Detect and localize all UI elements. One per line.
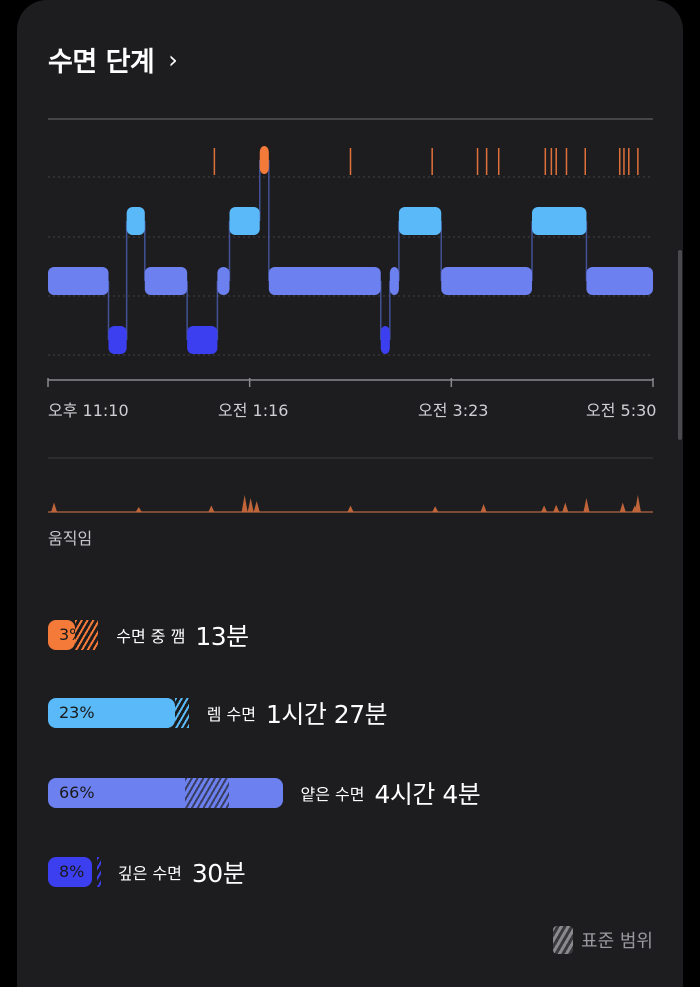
movement-spike (432, 506, 439, 512)
stage-percentage-label: 8% (59, 862, 85, 881)
movement-spike (619, 502, 626, 512)
hatch-swatch-icon (553, 926, 574, 954)
sleep-stage-block (441, 267, 532, 295)
stage-duration-label: 얕은 수면 4시간 4분 (300, 778, 481, 809)
stage-name: 얕은 수면 (300, 785, 365, 804)
stage-duration: 4시간 4분 (374, 780, 481, 809)
standard-range-hatch (96, 857, 101, 887)
stage-duration: 30분 (191, 859, 246, 888)
stage-percentage-label: 23% (59, 703, 95, 722)
x-tick-label: 오전 5:30 (586, 401, 657, 420)
stage-name: 수면 중 깸 (116, 627, 186, 646)
sleep-stage-block (398, 207, 442, 235)
stage-duration-label: 수면 중 깸 13분 (116, 620, 249, 651)
movement-label: 움직임 (48, 529, 93, 548)
stage-percentage-label: 66% (59, 783, 95, 802)
stage-percentage-bar: 23% (48, 698, 176, 728)
sleep-stage-block (380, 326, 390, 354)
movement-spike (135, 507, 142, 512)
x-tick-label: 오후 11:10 (48, 401, 129, 420)
movement-spike (253, 501, 260, 512)
stage-duration: 1시간 27분 (265, 700, 388, 729)
standard-range-hatch (74, 620, 99, 650)
movement-spike (51, 502, 58, 512)
movement-spike (347, 505, 354, 512)
stage-percentage-bar: 3% (48, 620, 84, 650)
chevron-right-icon: › (168, 45, 178, 74)
sleep-stage-block (48, 267, 109, 295)
standard-range-legend: 표준 범위 (553, 926, 653, 954)
sleep-stage-block (268, 267, 381, 295)
standard-range-hatch (175, 698, 189, 728)
sleep-stage-block (532, 207, 587, 235)
stage-percentage-bar: 66% (48, 778, 283, 808)
movement-spike (583, 498, 590, 512)
stage-name: 렘 수면 (206, 705, 256, 724)
movement-spike (208, 505, 215, 512)
sleep-stage-block (217, 267, 230, 295)
stage-duration-label: 렘 수면 1시간 27분 (206, 698, 388, 729)
sleep-stage-block (126, 207, 145, 235)
movement-spike (247, 498, 254, 512)
sleep-stage-block (389, 267, 399, 295)
stage-duration-label: 깊은 수면 30분 (117, 857, 246, 888)
page-title: 수면 단계 (48, 47, 155, 78)
movement-spike (562, 502, 569, 512)
sleep-stage-block (144, 267, 188, 295)
sleep-stage-block (586, 267, 653, 295)
sleep-stage-block (108, 326, 127, 354)
x-tick-label: 오전 1:16 (218, 401, 289, 420)
movement-spike (634, 495, 641, 512)
sleep-stage-block (259, 146, 269, 174)
x-tick-label: 오전 3:23 (418, 401, 489, 420)
movement-spike (553, 504, 560, 512)
standard-range-label: 표준 범위 (581, 931, 653, 952)
movement-spike (480, 504, 487, 512)
standard-range-hatch (185, 778, 229, 808)
stage-duration: 13분 (195, 622, 249, 651)
sleep-stage-block (187, 326, 218, 354)
stage-percentage-bar: 8% (48, 857, 92, 887)
stage-name: 깊은 수면 (117, 864, 182, 883)
sleep-stages-title[interactable]: 수면 단계 › (48, 40, 178, 79)
scrollbar[interactable] (678, 250, 682, 440)
sleep-stage-block (229, 207, 260, 235)
movement-spike (241, 495, 248, 512)
movement-spike (541, 505, 548, 512)
